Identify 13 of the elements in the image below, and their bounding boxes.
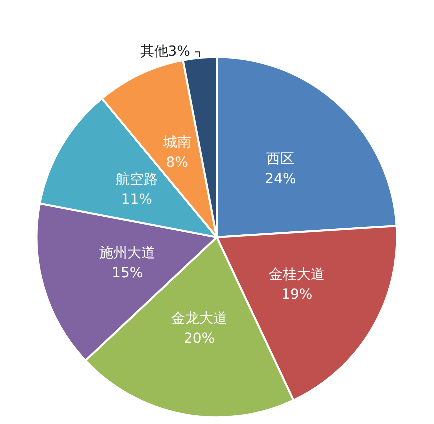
data-label: 20%	[184, 330, 216, 347]
slice-label: 航空路	[116, 172, 158, 188]
slice-label: 西区	[266, 152, 295, 168]
slice-label: 金桂大道	[269, 266, 326, 283]
slice-label: 城南	[162, 135, 192, 152]
slice-label: 其他3%	[140, 44, 190, 60]
slice-label: 施州大道	[100, 245, 156, 262]
data-label: 11%	[121, 192, 152, 208]
data-label: 15%	[112, 265, 144, 282]
data-label: 19%	[282, 286, 313, 303]
data-label: 24%	[265, 172, 296, 188]
data-label: 8%	[166, 155, 188, 172]
slice-label: 金龙大道	[172, 310, 228, 327]
